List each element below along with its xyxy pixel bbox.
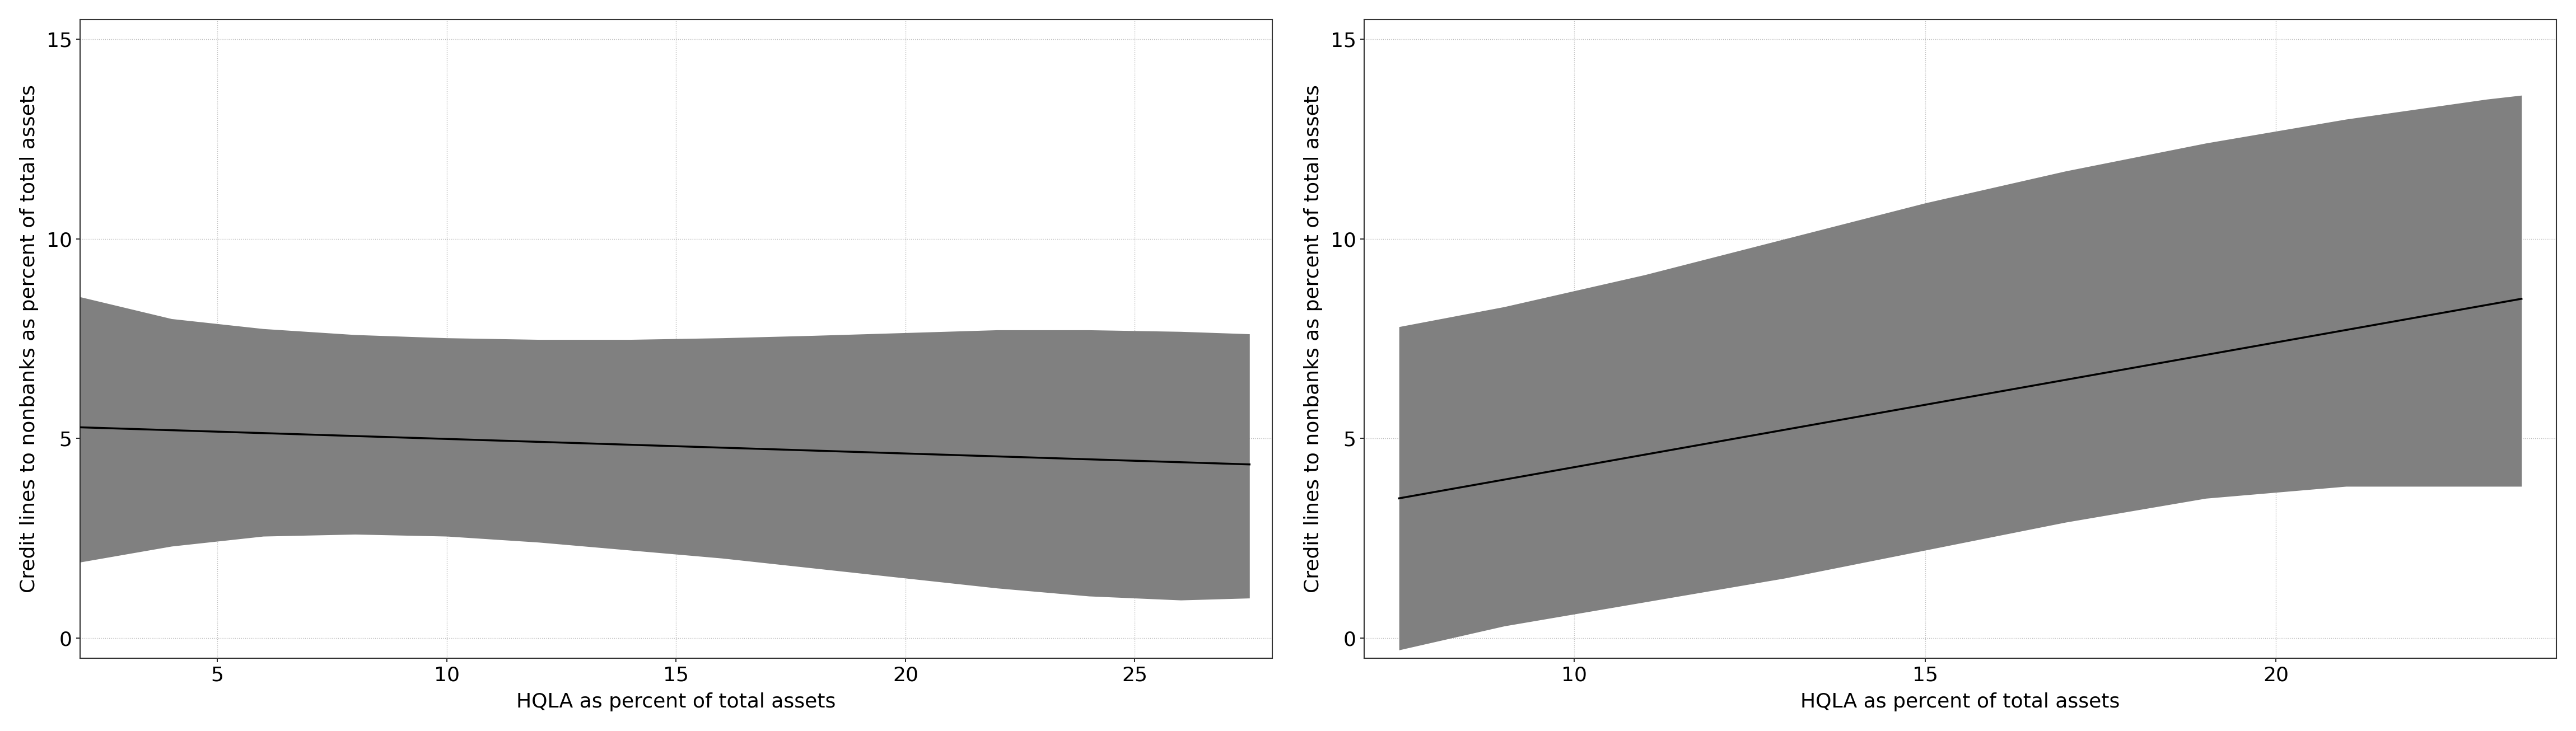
- X-axis label: HQLA as percent of total assets: HQLA as percent of total assets: [1801, 692, 2120, 711]
- Y-axis label: Credit lines to nonbanks as percent of total assets: Credit lines to nonbanks as percent of t…: [21, 85, 39, 593]
- X-axis label: HQLA as percent of total assets: HQLA as percent of total assets: [515, 692, 835, 711]
- Y-axis label: Credit lines to nonbanks as percent of total assets: Credit lines to nonbanks as percent of t…: [1303, 85, 1321, 593]
